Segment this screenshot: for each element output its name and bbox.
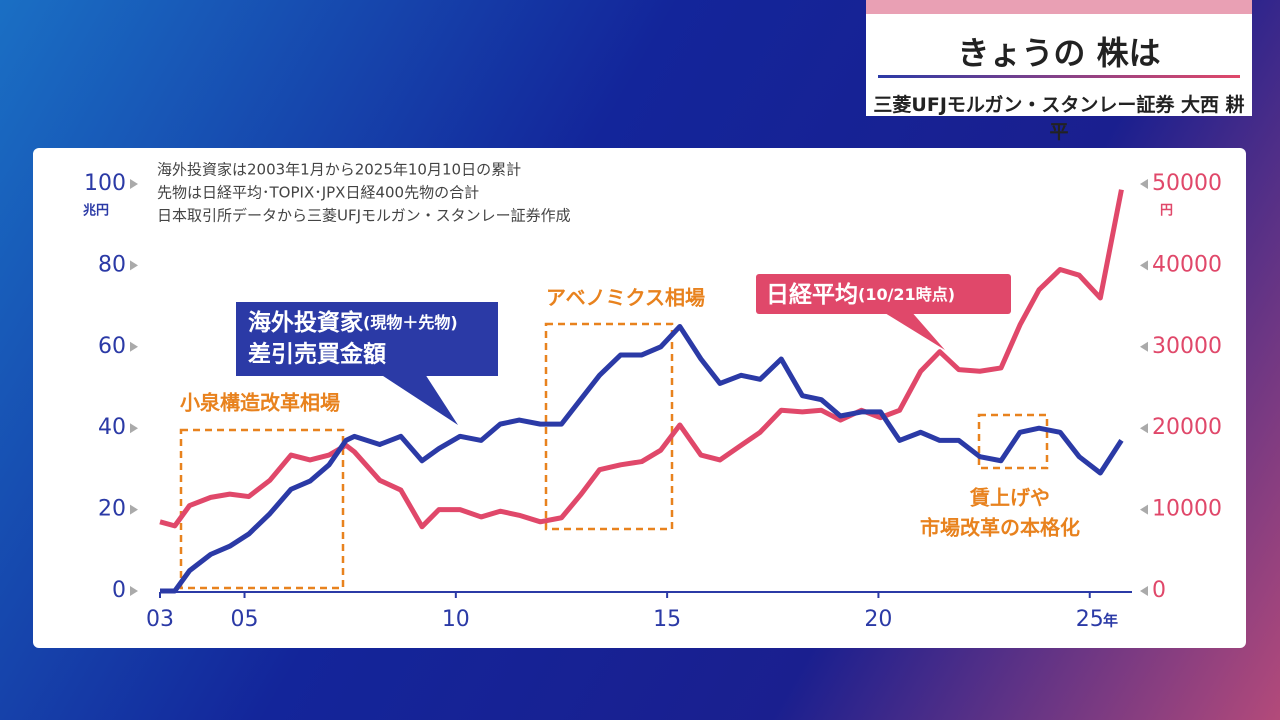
- callout-pointer: [880, 310, 945, 350]
- y2-tick-mark: [1140, 179, 1148, 189]
- period-box: [544, 322, 674, 531]
- y2-tick-label: 20000: [1152, 415, 1222, 440]
- x-tick-label: 25: [1076, 607, 1104, 632]
- x-tick-label: 20: [864, 607, 892, 632]
- y-tick-label: 40: [98, 415, 126, 440]
- y2-tick-mark: [1140, 260, 1148, 271]
- x-tick-label: 15: [653, 607, 681, 632]
- callout-box: [236, 302, 498, 376]
- y2-tick-mark: [1140, 504, 1148, 515]
- y2-tick-label: 30000: [1152, 334, 1222, 359]
- series-line: [159, 189, 1124, 530]
- series-label: 海外投資家(現物＋先物): [248, 309, 458, 336]
- y2-tick-mark: [1140, 586, 1148, 596]
- header-rule: [878, 75, 1240, 78]
- series-detail: (現物＋先物): [363, 313, 458, 332]
- note: 海外投資家は2003年1月から2025年10月10日の累計: [157, 161, 521, 179]
- y-tick-mark: [130, 260, 138, 271]
- y-tick-label: 80: [98, 252, 126, 277]
- y2-tick-label: 10000: [1152, 497, 1222, 522]
- chart-panel: [33, 148, 1246, 648]
- y-tick-mark: [130, 341, 138, 352]
- annotation: 小泉構造改革相場: [180, 391, 340, 415]
- annotation: アベノミクス相場: [546, 286, 705, 310]
- annotation: 賃上げや: [969, 486, 1050, 510]
- header-box: きょうの 株は 三菱UFJモルガン・スタンレー証券 大西 耕平: [866, 0, 1252, 143]
- header-title: きょうの 株は: [957, 34, 1161, 72]
- y-tick-mark: [130, 423, 138, 434]
- series-name: 日経平均: [766, 281, 858, 308]
- callout-box: [756, 274, 1011, 314]
- series-name: 海外投資家: [248, 309, 363, 336]
- y-tick-label: 60: [98, 334, 126, 359]
- y-tick-mark: [130, 179, 138, 189]
- header-subtitle: 三菱UFJモルガン・スタンレー証券 大西 耕平: [873, 94, 1245, 143]
- y-tick-label: 0: [112, 578, 126, 603]
- y-tick-mark: [130, 504, 138, 515]
- x-tick-label: 10: [442, 607, 470, 632]
- x-tick-label: 05: [231, 607, 259, 632]
- y-tick-label: 100: [84, 171, 126, 196]
- callout-pointer: [380, 374, 458, 425]
- y2-unit: 円: [1160, 204, 1173, 219]
- x-tick-label: 03: [146, 607, 174, 632]
- y-unit: 兆円: [83, 203, 109, 219]
- y2-tick-label: 50000: [1152, 171, 1222, 196]
- annotation: 市場改革の本格化: [920, 516, 1080, 540]
- series-detail: (10/21時点): [858, 285, 955, 304]
- period-box: [179, 428, 345, 590]
- x-unit: 年: [1103, 612, 1118, 630]
- y-tick-label: 20: [98, 497, 126, 522]
- y2-tick-label: 0: [1152, 578, 1166, 603]
- note: 日本取引所データから三菱UFJモルガン・スタンレー証券作成: [157, 207, 571, 225]
- y2-tick-label: 40000: [1152, 252, 1222, 277]
- note: 先物は日経平均･TOPIX･JPX日経400先物の合計: [157, 184, 479, 202]
- y-tick-mark: [130, 586, 138, 596]
- series-label: 日経平均(10/21時点): [766, 281, 955, 308]
- y2-tick-mark: [1140, 341, 1148, 352]
- series-name-line2: 差引売買金額: [248, 341, 386, 368]
- series-line: [160, 323, 1124, 594]
- y2-tick-mark: [1140, 423, 1148, 434]
